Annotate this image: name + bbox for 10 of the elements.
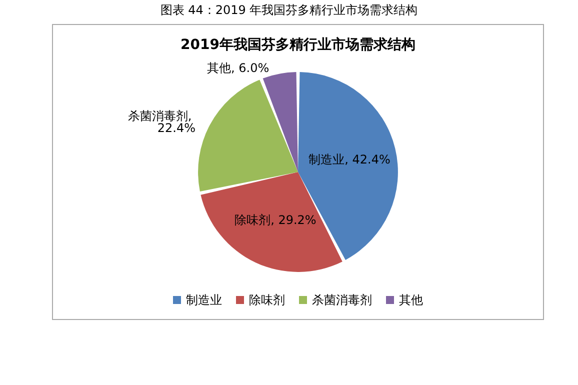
legend-label: 除味剂 (249, 293, 285, 307)
legend-label: 其他 (399, 293, 423, 307)
legend-label: 杀菌消毒剂 (312, 293, 372, 307)
data-label: 除味剂, 29.2% (234, 212, 316, 227)
data-label: 杀菌消毒剂, 22.4% (128, 109, 196, 136)
text: 图表 44：2019 年我国芬多精行业市场需求结构 (159, 2, 419, 19)
data-label: 其他, 6.0% (207, 60, 270, 75)
chart-title: 2019年我国芬多精行业市场需求结构 (180, 36, 416, 53)
data-label: 制造业, 42.4% (308, 152, 390, 166)
legend-label: 制造业 (186, 293, 222, 307)
